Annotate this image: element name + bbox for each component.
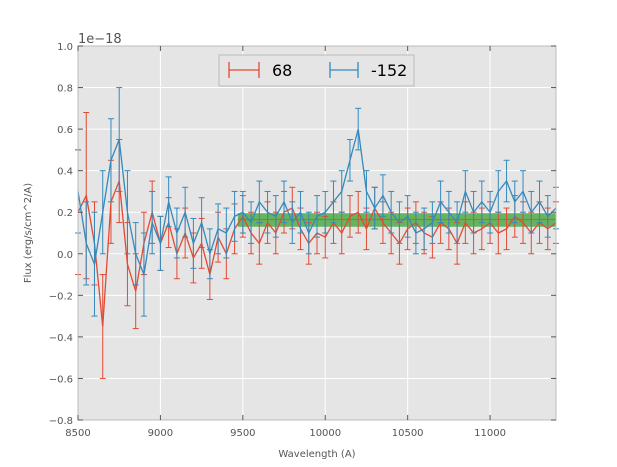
y-tick-label: 0.2 — [57, 208, 73, 219]
legend: 68 -152 — [218, 54, 415, 87]
y-tick-label: −0.2 — [49, 291, 73, 302]
y-tick-label: −0.6 — [49, 374, 73, 385]
y-tick-label: 0.6 — [57, 125, 73, 136]
offset-text: 1e−18 — [78, 32, 122, 47]
axes-frame — [77, 45, 557, 421]
y-tick-label: 1.0 — [57, 42, 73, 53]
y-tick-label: −0.4 — [49, 333, 73, 344]
y-axis-label: Flux (erg/s/cm^2/A) — [23, 183, 34, 283]
x-axis-label: Wavelength (A) — [278, 449, 355, 460]
legend-entry: -152 — [329, 61, 407, 80]
x-tick-label: 10500 — [392, 428, 424, 439]
y-tick-label: 0.4 — [57, 167, 73, 178]
y-tick-label: −0.8 — [49, 416, 73, 427]
legend-label: 68 — [272, 61, 292, 80]
y-tick-label: 0.0 — [57, 250, 73, 261]
x-tick-label: 9000 — [148, 428, 173, 439]
y-tick-label: 0.8 — [57, 84, 73, 95]
x-tick-label: 8500 — [65, 428, 90, 439]
legend-label: -152 — [371, 61, 407, 80]
x-tick-label: 10000 — [309, 428, 341, 439]
axes-layer: 8500 9000 9500 10000 10500 11000 −0.8 −0.6 −0.4 −… — [49, 42, 557, 439]
legend-entry: 68 — [228, 61, 292, 80]
series-line — [77, 128, 557, 277]
series-1 — [75, 87, 559, 317]
x-tick-label: 9500 — [230, 428, 255, 439]
x-tick-label: 11000 — [474, 428, 506, 439]
series-layer — [75, 87, 559, 379]
